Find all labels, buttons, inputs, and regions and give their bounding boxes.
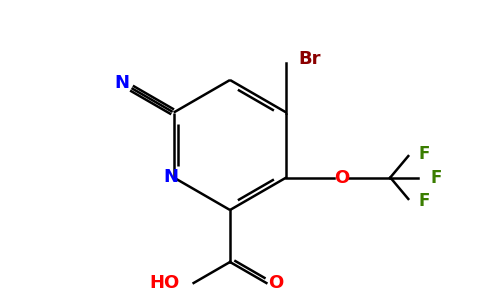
Text: F: F [430, 169, 442, 187]
Text: F: F [418, 192, 430, 210]
Text: Br: Br [298, 50, 321, 68]
Text: O: O [333, 169, 349, 187]
Text: N: N [163, 169, 178, 187]
Text: N: N [114, 74, 129, 92]
Text: F: F [418, 145, 430, 163]
Text: O: O [268, 274, 283, 292]
Text: HO: HO [150, 274, 180, 292]
